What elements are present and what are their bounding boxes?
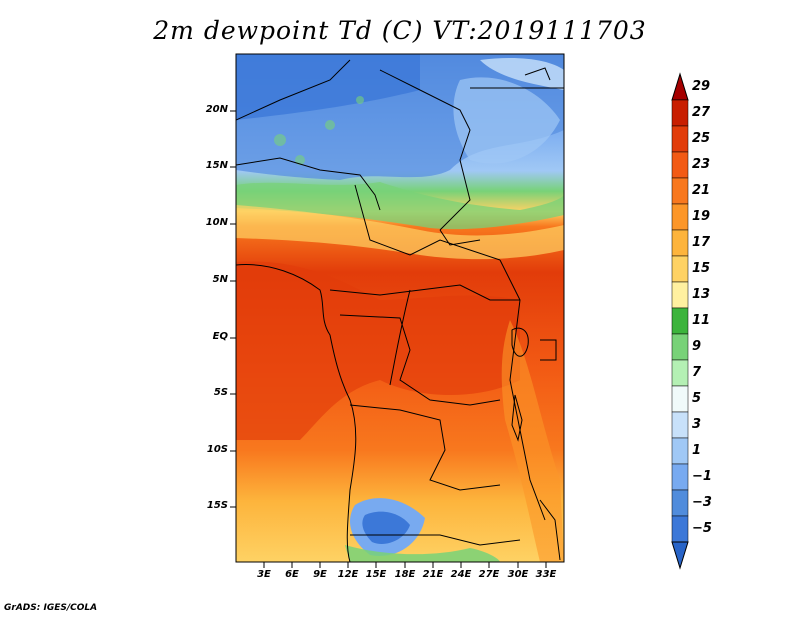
lat-label: 10S: [206, 444, 228, 455]
colorbar-label: −3: [692, 495, 712, 510]
dewpoint-field: [236, 54, 564, 562]
lat-label: 10N: [205, 217, 228, 228]
lat-label: 5S: [213, 387, 228, 398]
colorbar-label: 11: [692, 313, 711, 328]
colorbar-swatch: [671, 281, 689, 309]
footer-credit: GrADS: IGES/COLA: [4, 603, 98, 613]
colorbar-cap-top: [671, 72, 689, 101]
colorbar-label: 17: [692, 235, 711, 250]
colorbar-swatch: [671, 437, 689, 465]
colorbar-swatch: [671, 359, 689, 387]
colorbar-swatch: [671, 229, 689, 257]
colorbar-swatch: [671, 385, 689, 413]
colorbar-label: 29: [692, 79, 711, 94]
lat-label: 15N: [205, 160, 228, 171]
country-borders: [236, 59, 564, 562]
lon-label: 9E: [313, 569, 327, 580]
colorbar-label: 21: [692, 183, 711, 198]
colorbar-swatch: [671, 203, 689, 231]
lon-label: 15E: [365, 569, 387, 580]
lon-label: 3E: [257, 569, 271, 580]
colorbar: [671, 72, 689, 570]
colorbar-label: −5: [692, 521, 712, 536]
lon-label: 27E: [478, 569, 500, 580]
colorbar-swatch: [671, 255, 689, 283]
colorbar-label: 1: [692, 443, 702, 458]
colorbar-label: 15: [692, 261, 711, 276]
lon-label: 24E: [450, 569, 472, 580]
colorbar-swatch: [671, 99, 689, 127]
colorbar-swatch: [671, 151, 689, 179]
lon-label: 33E: [535, 569, 557, 580]
colorbar-label: 9: [692, 339, 702, 354]
lat-label: 5N: [212, 274, 228, 285]
colorbar-label: 7: [692, 365, 702, 380]
colorbar-swatch: [671, 125, 689, 153]
colorbar-label: 13: [692, 287, 711, 302]
colorbar-label: 5: [692, 391, 702, 406]
colorbar-label: 3: [692, 417, 702, 432]
colorbar-swatch: [671, 307, 689, 335]
lon-label: 18E: [394, 569, 416, 580]
lon-label: 12E: [337, 569, 359, 580]
lon-label: 30E: [507, 569, 529, 580]
lon-label: 6E: [285, 569, 299, 580]
colorbar-label: 27: [692, 105, 711, 120]
colorbar-swatch: [671, 515, 689, 543]
lat-label: EQ: [212, 331, 228, 342]
lon-label: 21E: [422, 569, 444, 580]
colorbar-cap-bottom: [671, 541, 689, 570]
colorbar-swatch: [671, 411, 689, 439]
map-title: 2m dewpoint Td (C) VT:2019111703: [153, 16, 647, 45]
colorbar-swatch: [671, 489, 689, 517]
colorbar-swatch: [671, 177, 689, 205]
colorbar-label: 19: [692, 209, 711, 224]
colorbar-swatch: [671, 333, 689, 361]
colorbar-label: −1: [692, 469, 712, 484]
lat-label: 15S: [206, 500, 228, 511]
lat-label: 20N: [205, 104, 228, 115]
colorbar-swatch: [671, 463, 689, 491]
colorbar-label: 23: [692, 157, 711, 172]
colorbar-label: 25: [692, 131, 711, 146]
